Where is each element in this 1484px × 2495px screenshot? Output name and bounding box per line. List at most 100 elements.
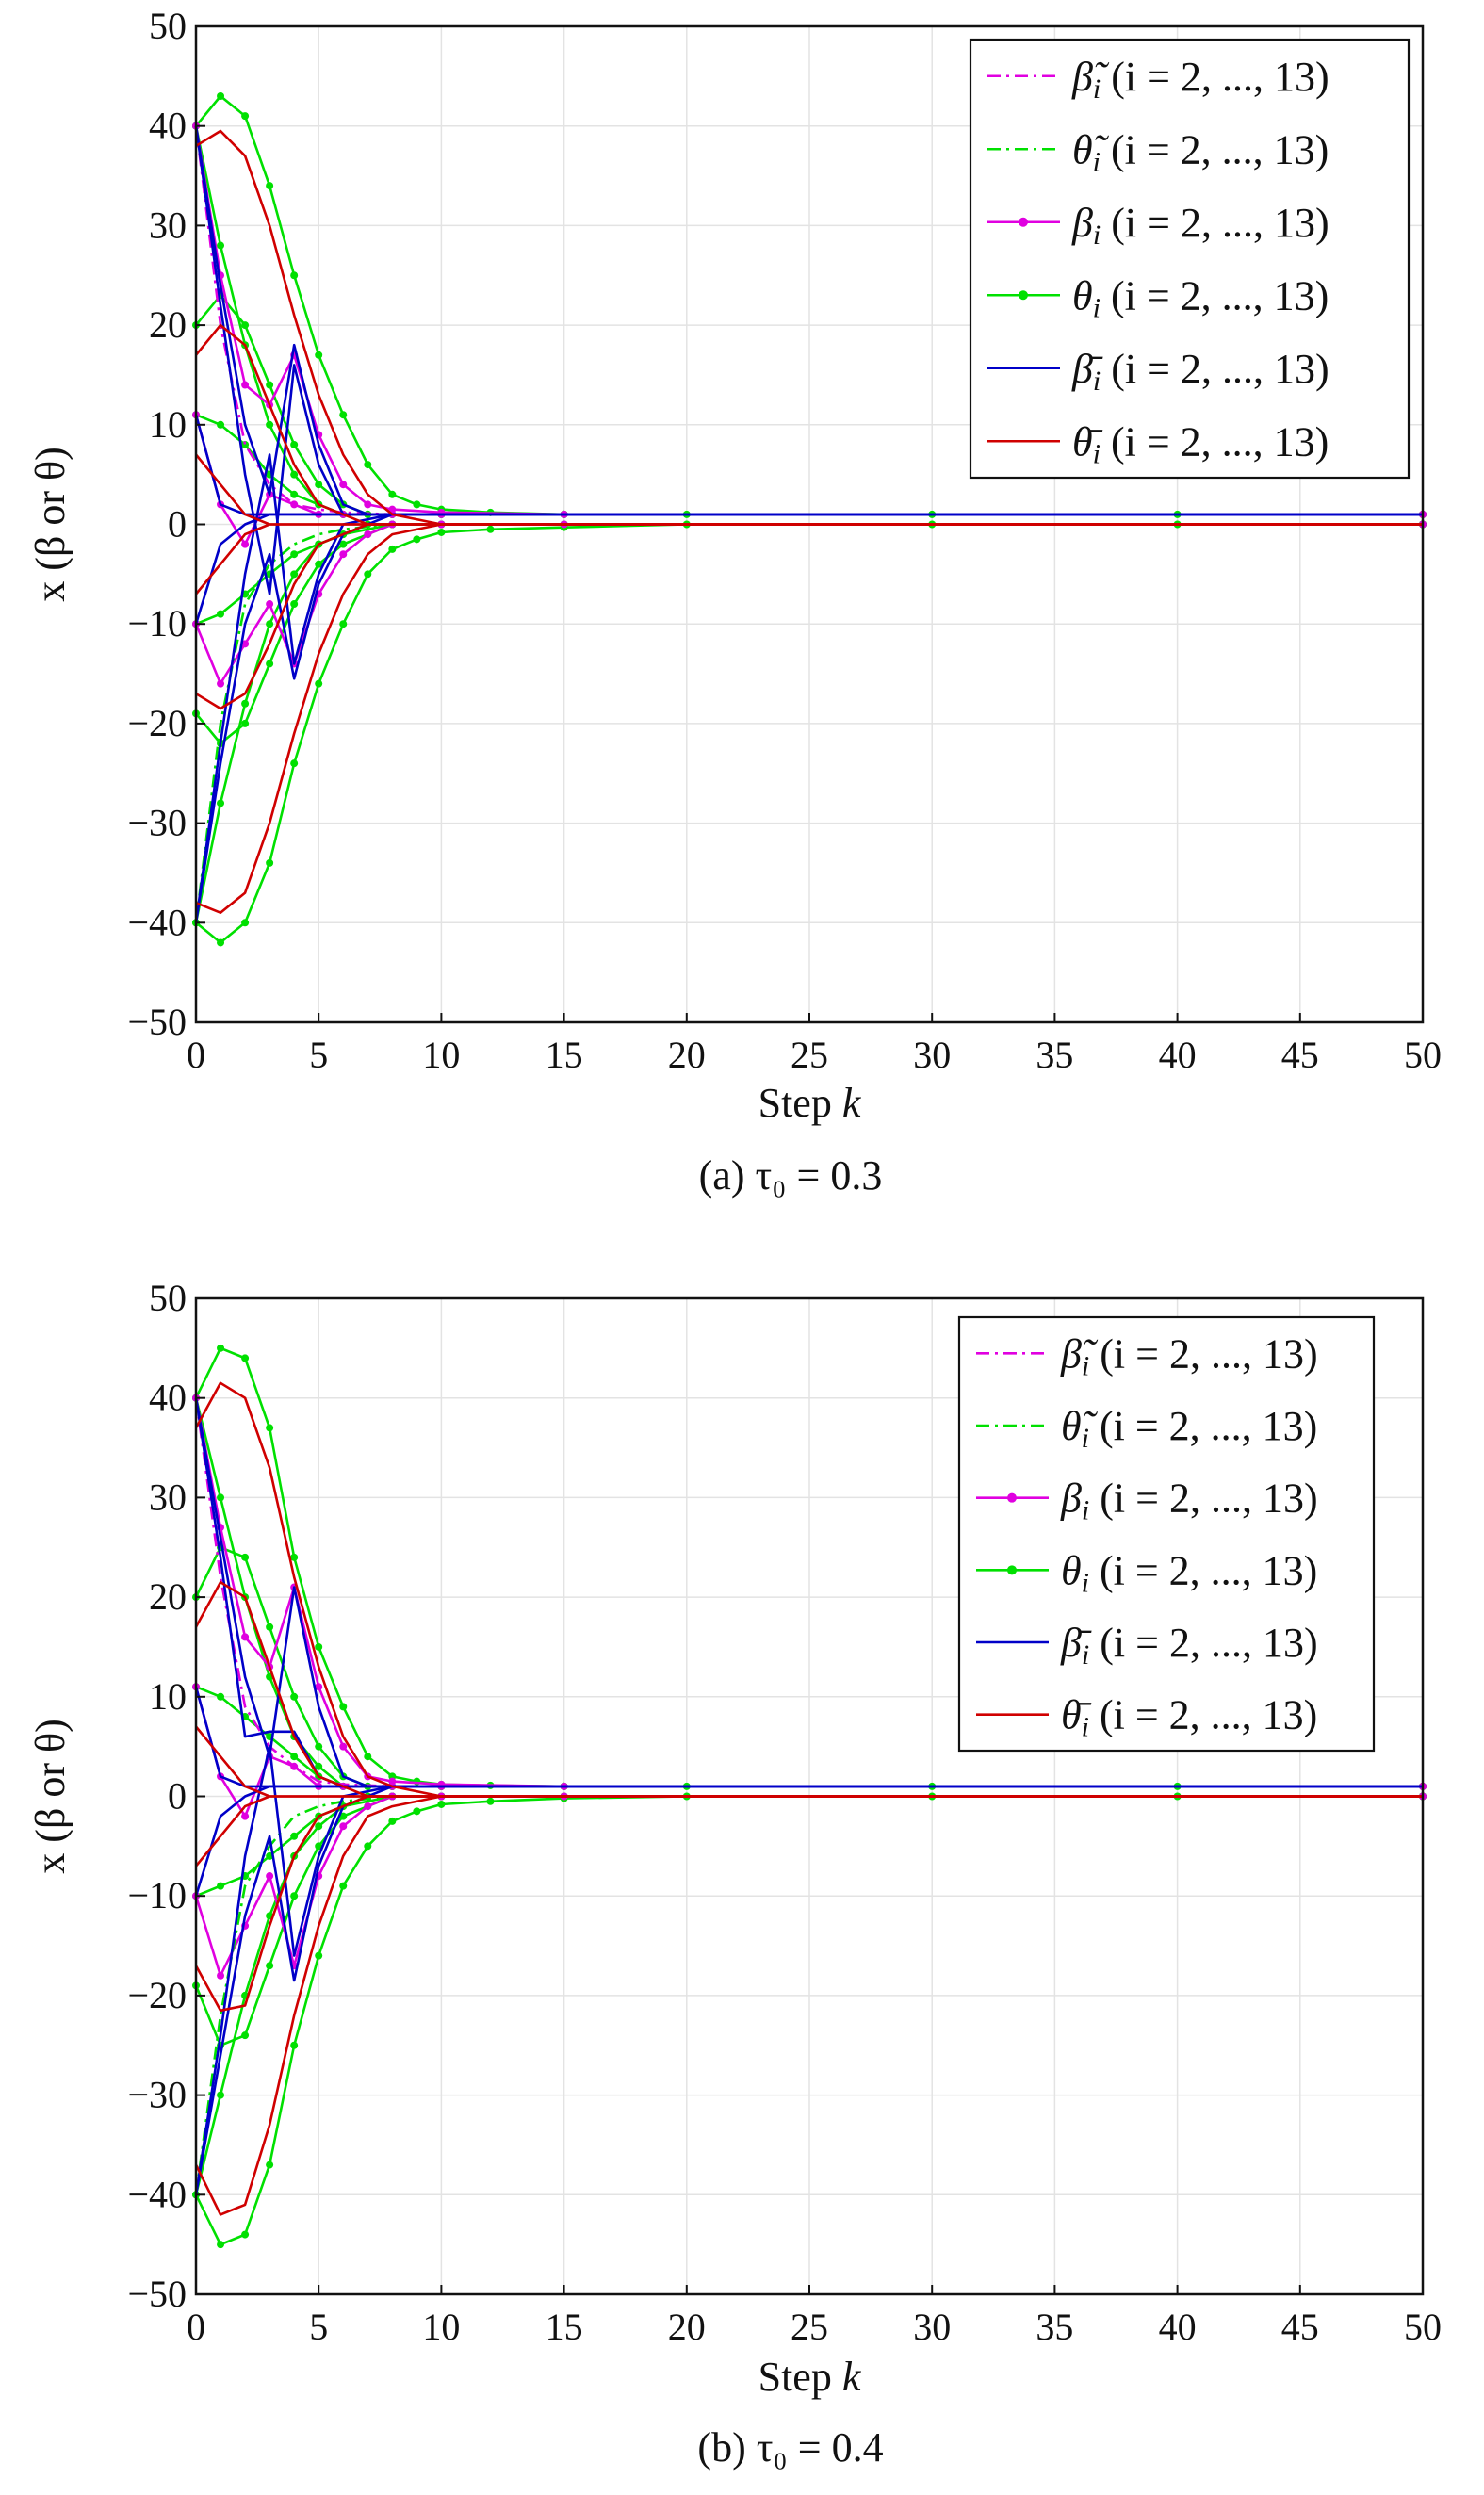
data-point: [217, 91, 225, 100]
x-tick-label: 35: [1036, 2306, 1073, 2348]
data-point: [290, 500, 299, 509]
data-point: [364, 570, 372, 579]
data-point: [266, 1424, 274, 1432]
y-axis-label: x (β or θ): [27, 447, 73, 601]
data-point: [217, 1882, 225, 1890]
series-line: [194, 1785, 1423, 1897]
legend-label: β̄i (i = 2, ..., 13): [1071, 346, 1329, 397]
data-point: [241, 919, 250, 927]
legend-entry: θ̄i (i = 2, ..., 13): [987, 418, 1329, 469]
data-point: [388, 545, 397, 553]
data-point: [364, 530, 372, 539]
legend: β̃i (i = 2, ..., 13) θ̃i (i = 2, ..., 13)…: [957, 1315, 1376, 1753]
x-tick-label: 35: [1036, 1034, 1073, 1076]
data-point: [290, 1553, 299, 1561]
data-point: [217, 1692, 225, 1701]
y-tick-label: −20: [127, 1974, 187, 2016]
legend-label: β̃i (i = 2, ..., 13): [1071, 54, 1329, 105]
legend-label: βi (i = 2, ..., 13): [1071, 200, 1329, 251]
data-point: [413, 500, 421, 509]
legend: β̃i (i = 2, ..., 13) θ̃i (i = 2, ..., 13)…: [969, 38, 1411, 480]
x-tick-label: 40: [1159, 2306, 1197, 2348]
data-point: [266, 1872, 274, 1881]
x-tick-label: 10: [422, 2306, 460, 2348]
data-point: [241, 640, 250, 648]
data-point: [266, 182, 274, 190]
data-point: [339, 540, 348, 548]
data-point: [290, 1692, 299, 1701]
legend-label: θi (i = 2, ..., 13): [1072, 272, 1329, 323]
data-point: [217, 610, 225, 618]
series-line: [194, 1381, 1423, 1798]
data-point: [241, 719, 250, 727]
legend-marker: [1019, 217, 1028, 227]
data-point: [315, 1762, 323, 1770]
chart-panel-b: 0 5 10 15 20 25 30 35 40 45 50 −50 −40 −30 −20 −10 0 10 20…: [27, 1277, 1442, 2471]
data-point: [290, 1892, 299, 1900]
x-tick-label: 50: [1404, 2306, 1442, 2348]
x-tick-label: 25: [791, 1034, 828, 1076]
data-point: [339, 1742, 348, 1751]
data-point: [217, 938, 225, 947]
legend-marker: [1007, 1565, 1017, 1575]
data-point: [339, 481, 348, 489]
legend-entry: θ̃i (i = 2, ..., 13): [987, 126, 1329, 177]
y-tick-label: −50: [127, 1001, 187, 1043]
data-point: [486, 1797, 495, 1805]
data-point: [339, 620, 348, 628]
series-group: [192, 1344, 1427, 2249]
legend-entry: β̄i (i = 2, ..., 13): [987, 346, 1329, 397]
data-point: [241, 1812, 250, 1820]
x-tick-label: 30: [913, 1034, 951, 1076]
x-axis-label: Step k: [758, 2354, 862, 2400]
legend-box: [957, 1315, 1376, 1753]
data-point: [290, 440, 299, 448]
data-point: [266, 600, 274, 609]
x-tick-label: 45: [1281, 2306, 1319, 2348]
y-tick-label: 30: [149, 204, 187, 246]
series-line: [195, 523, 1423, 915]
data-point: [339, 1703, 348, 1711]
y-tick-label: 10: [149, 403, 187, 446]
data-point: [266, 858, 274, 867]
data-point: [266, 2161, 274, 2169]
x-tick-label: 30: [913, 2306, 951, 2348]
data-point: [266, 420, 274, 429]
y-tick-label: 40: [149, 105, 187, 147]
legend-entry: β̄i (i = 2, ..., 13): [976, 1620, 1318, 1671]
legend-entry: θ̃i (i = 2, ..., 13): [976, 1403, 1317, 1454]
legend-entry: β̃i (i = 2, ..., 13): [976, 1330, 1318, 1381]
data-point: [315, 1742, 323, 1751]
legend-entry: θ̄i (i = 2, ..., 13): [976, 1692, 1317, 1743]
data-point: [241, 440, 250, 448]
x-tick-label: 20: [668, 2306, 706, 2348]
data-point: [217, 679, 225, 688]
data-point: [290, 550, 299, 559]
data-point: [315, 679, 323, 688]
legend-label: β̄i (i = 2, ..., 13): [1060, 1620, 1318, 1671]
data-point: [217, 1971, 225, 1980]
legend-entry: βi (i = 2, ..., 13): [976, 1476, 1318, 1526]
series-group: [192, 91, 1427, 947]
data-point: [315, 481, 323, 489]
x-tick-label: 5: [309, 1034, 328, 1076]
series-line: [195, 129, 1423, 526]
data-point: [241, 2031, 250, 2040]
series-line: [194, 1785, 1423, 2195]
panel-caption: (b) τ₀ = 0.4: [697, 2424, 883, 2471]
data-point: [339, 411, 348, 419]
data-point: [339, 1882, 348, 1890]
series-line: [194, 1397, 1423, 1788]
data-point: [364, 1802, 372, 1811]
y-tick-label: 30: [149, 1476, 187, 1518]
y-tick-label: 40: [149, 1377, 187, 1419]
x-tick-label: 15: [546, 2306, 583, 2348]
data-point: [217, 1493, 225, 1502]
legend-label: βi (i = 2, ..., 13): [1060, 1476, 1318, 1526]
y-tick-label: −50: [127, 2273, 187, 2315]
y-tick-label: 10: [149, 1675, 187, 1718]
data-point: [290, 759, 299, 768]
data-point: [266, 660, 274, 668]
data-point: [364, 461, 372, 469]
